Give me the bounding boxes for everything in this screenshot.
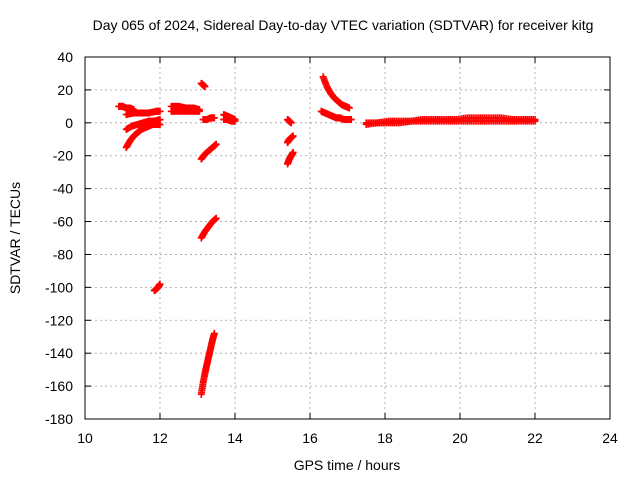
data-series-segment: [197, 214, 220, 242]
data-series-segment: [115, 102, 138, 114]
y-tick-label: -180: [45, 411, 73, 427]
data-series-segment: [284, 116, 295, 127]
x-axis-label: GPS time / hours: [294, 457, 401, 473]
data-point: [289, 132, 297, 140]
data-series-segment: [317, 107, 355, 124]
chart-title: Day 065 of 2024, Sidereal Day-to-day VTE…: [93, 17, 594, 33]
x-tick-label: 10: [77, 430, 93, 446]
x-tick-label: 18: [377, 430, 393, 446]
axis-ticks: 10 12 14 16 18 20 22 24 40 20 0 -20 -40 -60 -80 -100 -12…: [45, 49, 618, 446]
y-tick-label: -160: [45, 378, 73, 394]
data-series-segment: [197, 140, 220, 163]
grid: [85, 57, 610, 419]
data-point: [156, 116, 164, 124]
data-series-segment: [122, 107, 164, 119]
data-point: [345, 104, 353, 112]
data-point: [210, 329, 218, 337]
x-tick-label: 24: [602, 430, 618, 446]
data-point: [212, 214, 220, 222]
y-tick-label: -100: [45, 279, 73, 295]
x-tick-label: 16: [302, 430, 318, 446]
data-point: [231, 117, 239, 125]
data-point: [195, 107, 203, 115]
data-series-segment: [284, 132, 297, 147]
data-point: [156, 107, 164, 115]
data-point: [347, 116, 355, 124]
plot-frame: [84, 56, 611, 420]
y-tick-label: -20: [53, 148, 73, 164]
data-point: [289, 148, 297, 156]
y-tick-label: -140: [45, 345, 73, 361]
data-point: [212, 140, 220, 148]
y-tick-label: -120: [45, 312, 73, 328]
y-tick-label: -40: [53, 181, 73, 197]
x-tick-label: 14: [227, 430, 243, 446]
y-tick-label: 0: [65, 115, 73, 131]
y-tick-label: -80: [53, 246, 73, 262]
data-point: [531, 117, 539, 125]
data-points: [115, 73, 539, 398]
data-series-segment: [167, 107, 203, 115]
data-series-segment: [150, 280, 164, 295]
y-tick-label: 40: [57, 49, 73, 65]
data-point: [287, 119, 295, 127]
data-series-segment: [122, 116, 164, 133]
data-series-segment: [197, 329, 218, 398]
data-point: [210, 114, 218, 122]
x-tick-label: 12: [152, 430, 168, 446]
data-series-segment: [362, 117, 539, 128]
data-series-segment: [284, 148, 297, 168]
y-axis-label: SDTVAR / TECUs: [7, 182, 23, 294]
x-tick-label: 22: [527, 430, 543, 446]
data-series-segment: [220, 116, 239, 125]
data-series-segment: [319, 73, 353, 112]
data-series-segment: [197, 79, 209, 91]
data-point: [201, 83, 209, 91]
data-series-segment: [199, 114, 218, 124]
x-tick-label: 20: [452, 430, 468, 446]
y-tick-label: -60: [53, 214, 73, 230]
data-point: [156, 280, 164, 288]
y-tick-label: 20: [57, 82, 73, 98]
